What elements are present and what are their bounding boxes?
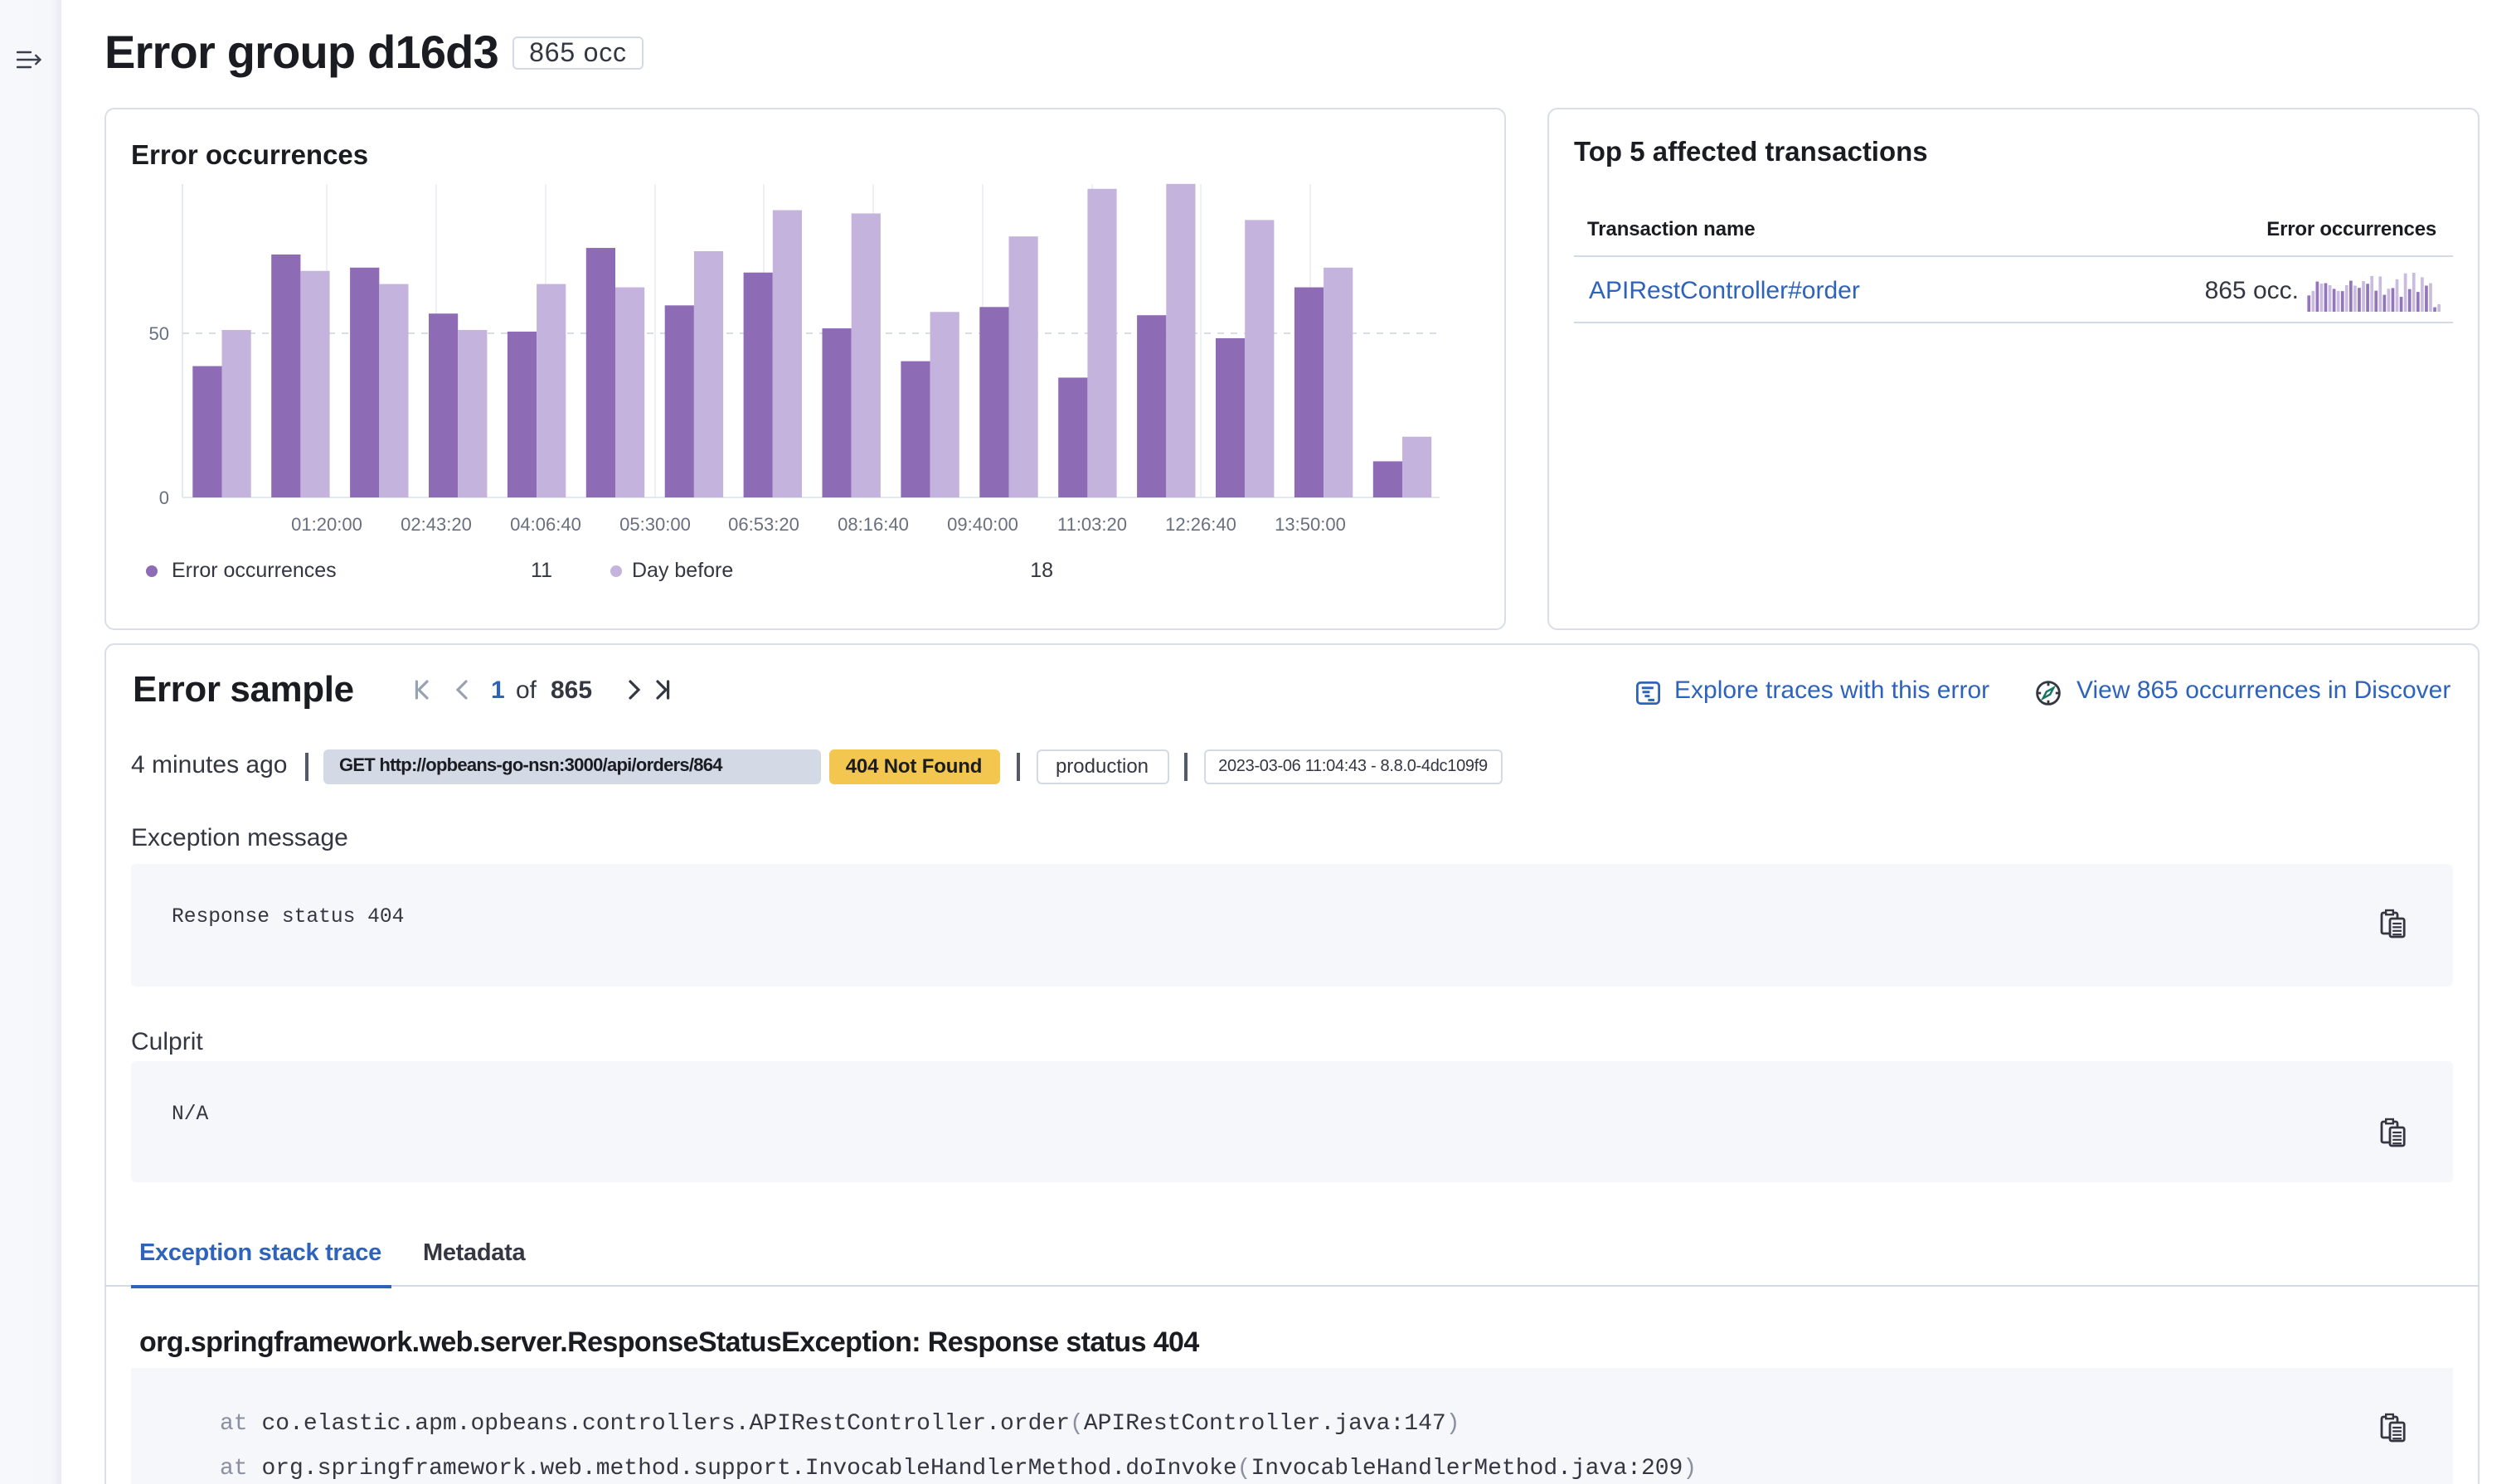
svg-text:02:43:20: 02:43:20 xyxy=(401,514,472,535)
svg-text:09:40:00: 09:40:00 xyxy=(947,514,1018,535)
svg-text:01:20:00: 01:20:00 xyxy=(291,514,362,535)
svg-text:50: 50 xyxy=(149,323,169,344)
svg-text:08:16:40: 08:16:40 xyxy=(838,514,909,535)
svg-text:12:26:40: 12:26:40 xyxy=(1165,514,1236,535)
svg-text:11:03:20: 11:03:20 xyxy=(1057,514,1127,535)
svg-text:04:06:40: 04:06:40 xyxy=(510,514,581,535)
svg-text:06:53:20: 06:53:20 xyxy=(728,514,799,535)
svg-text:05:30:00: 05:30:00 xyxy=(619,514,691,535)
svg-text:13:50:00: 13:50:00 xyxy=(1275,514,1346,535)
svg-text:0: 0 xyxy=(159,487,169,508)
